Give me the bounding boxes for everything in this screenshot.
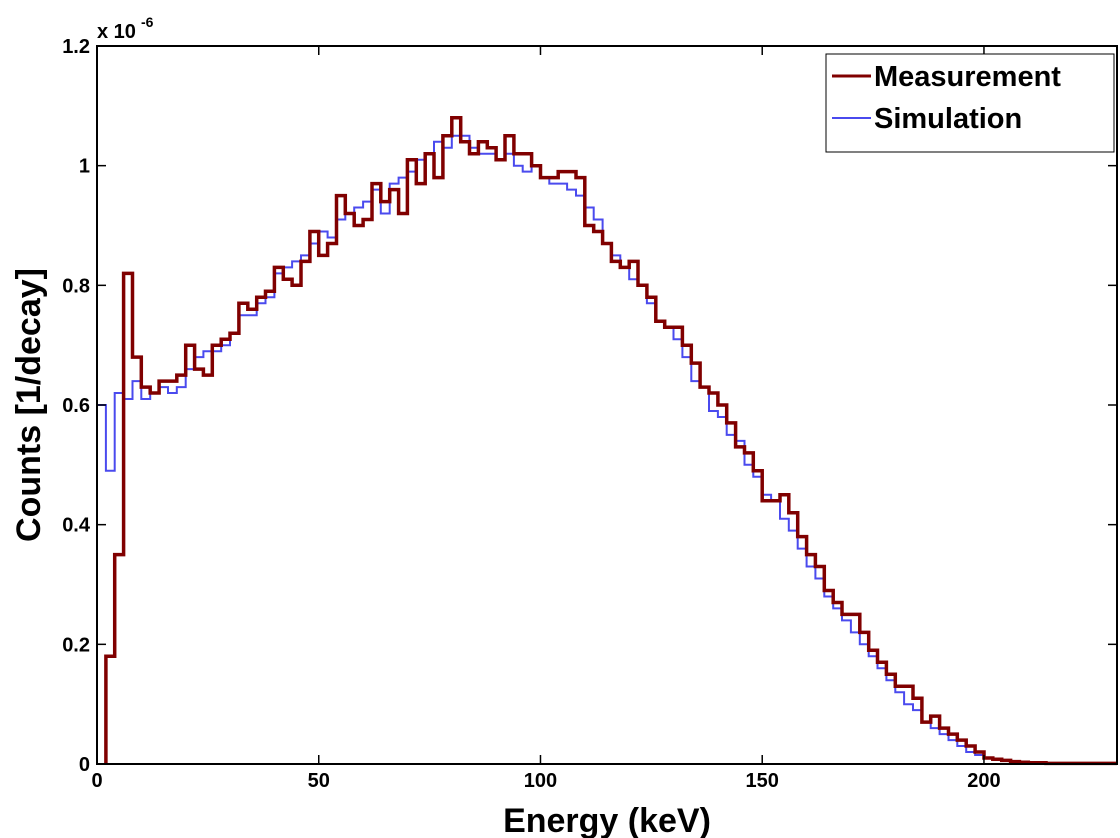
x-tick-label: 100 — [524, 770, 557, 792]
y-tick-label: 0.8 — [62, 275, 90, 297]
x-tick-label: 150 — [746, 770, 779, 792]
x-tick-label: 0 — [91, 770, 102, 792]
y-tick-label: 1.2 — [62, 36, 90, 58]
y-tick-label: 0.2 — [62, 634, 90, 656]
y-tick-label: 0 — [79, 754, 90, 776]
plot-area: 0 50 100 150 200 0 0.2 0.4 0.6 0.8 1 1.2 — [62, 36, 1118, 792]
y-tick-label: 1 — [79, 156, 90, 178]
y-axis-label: Counts [1/decay] — [10, 268, 48, 542]
legend: Measurement Simulation — [825, 53, 1115, 153]
legend-label-measurement: Measurement — [874, 61, 1061, 93]
x-tick-label: 200 — [967, 770, 1000, 792]
legend-label-simulation: Simulation — [874, 103, 1022, 135]
y-tick-label: 0.4 — [62, 515, 91, 537]
x-tick-label: 50 — [308, 770, 330, 792]
y-scale-exponent-label: x 10 — [97, 21, 136, 43]
series-layer — [96, 116, 1117, 766]
y-scale-exponent: x 10 -6 — [97, 14, 154, 43]
ticks-layer: 0 50 100 150 200 0 0.2 0.4 0.6 0.8 1 1.2 — [62, 36, 1117, 792]
y-scale-exponent-power: -6 — [141, 14, 154, 30]
x-axis-label: Energy (keV) — [503, 802, 711, 838]
series-line-measurement — [104, 116, 1117, 766]
legend-box — [825, 53, 1115, 153]
y-tick-label: 0.6 — [62, 395, 90, 417]
